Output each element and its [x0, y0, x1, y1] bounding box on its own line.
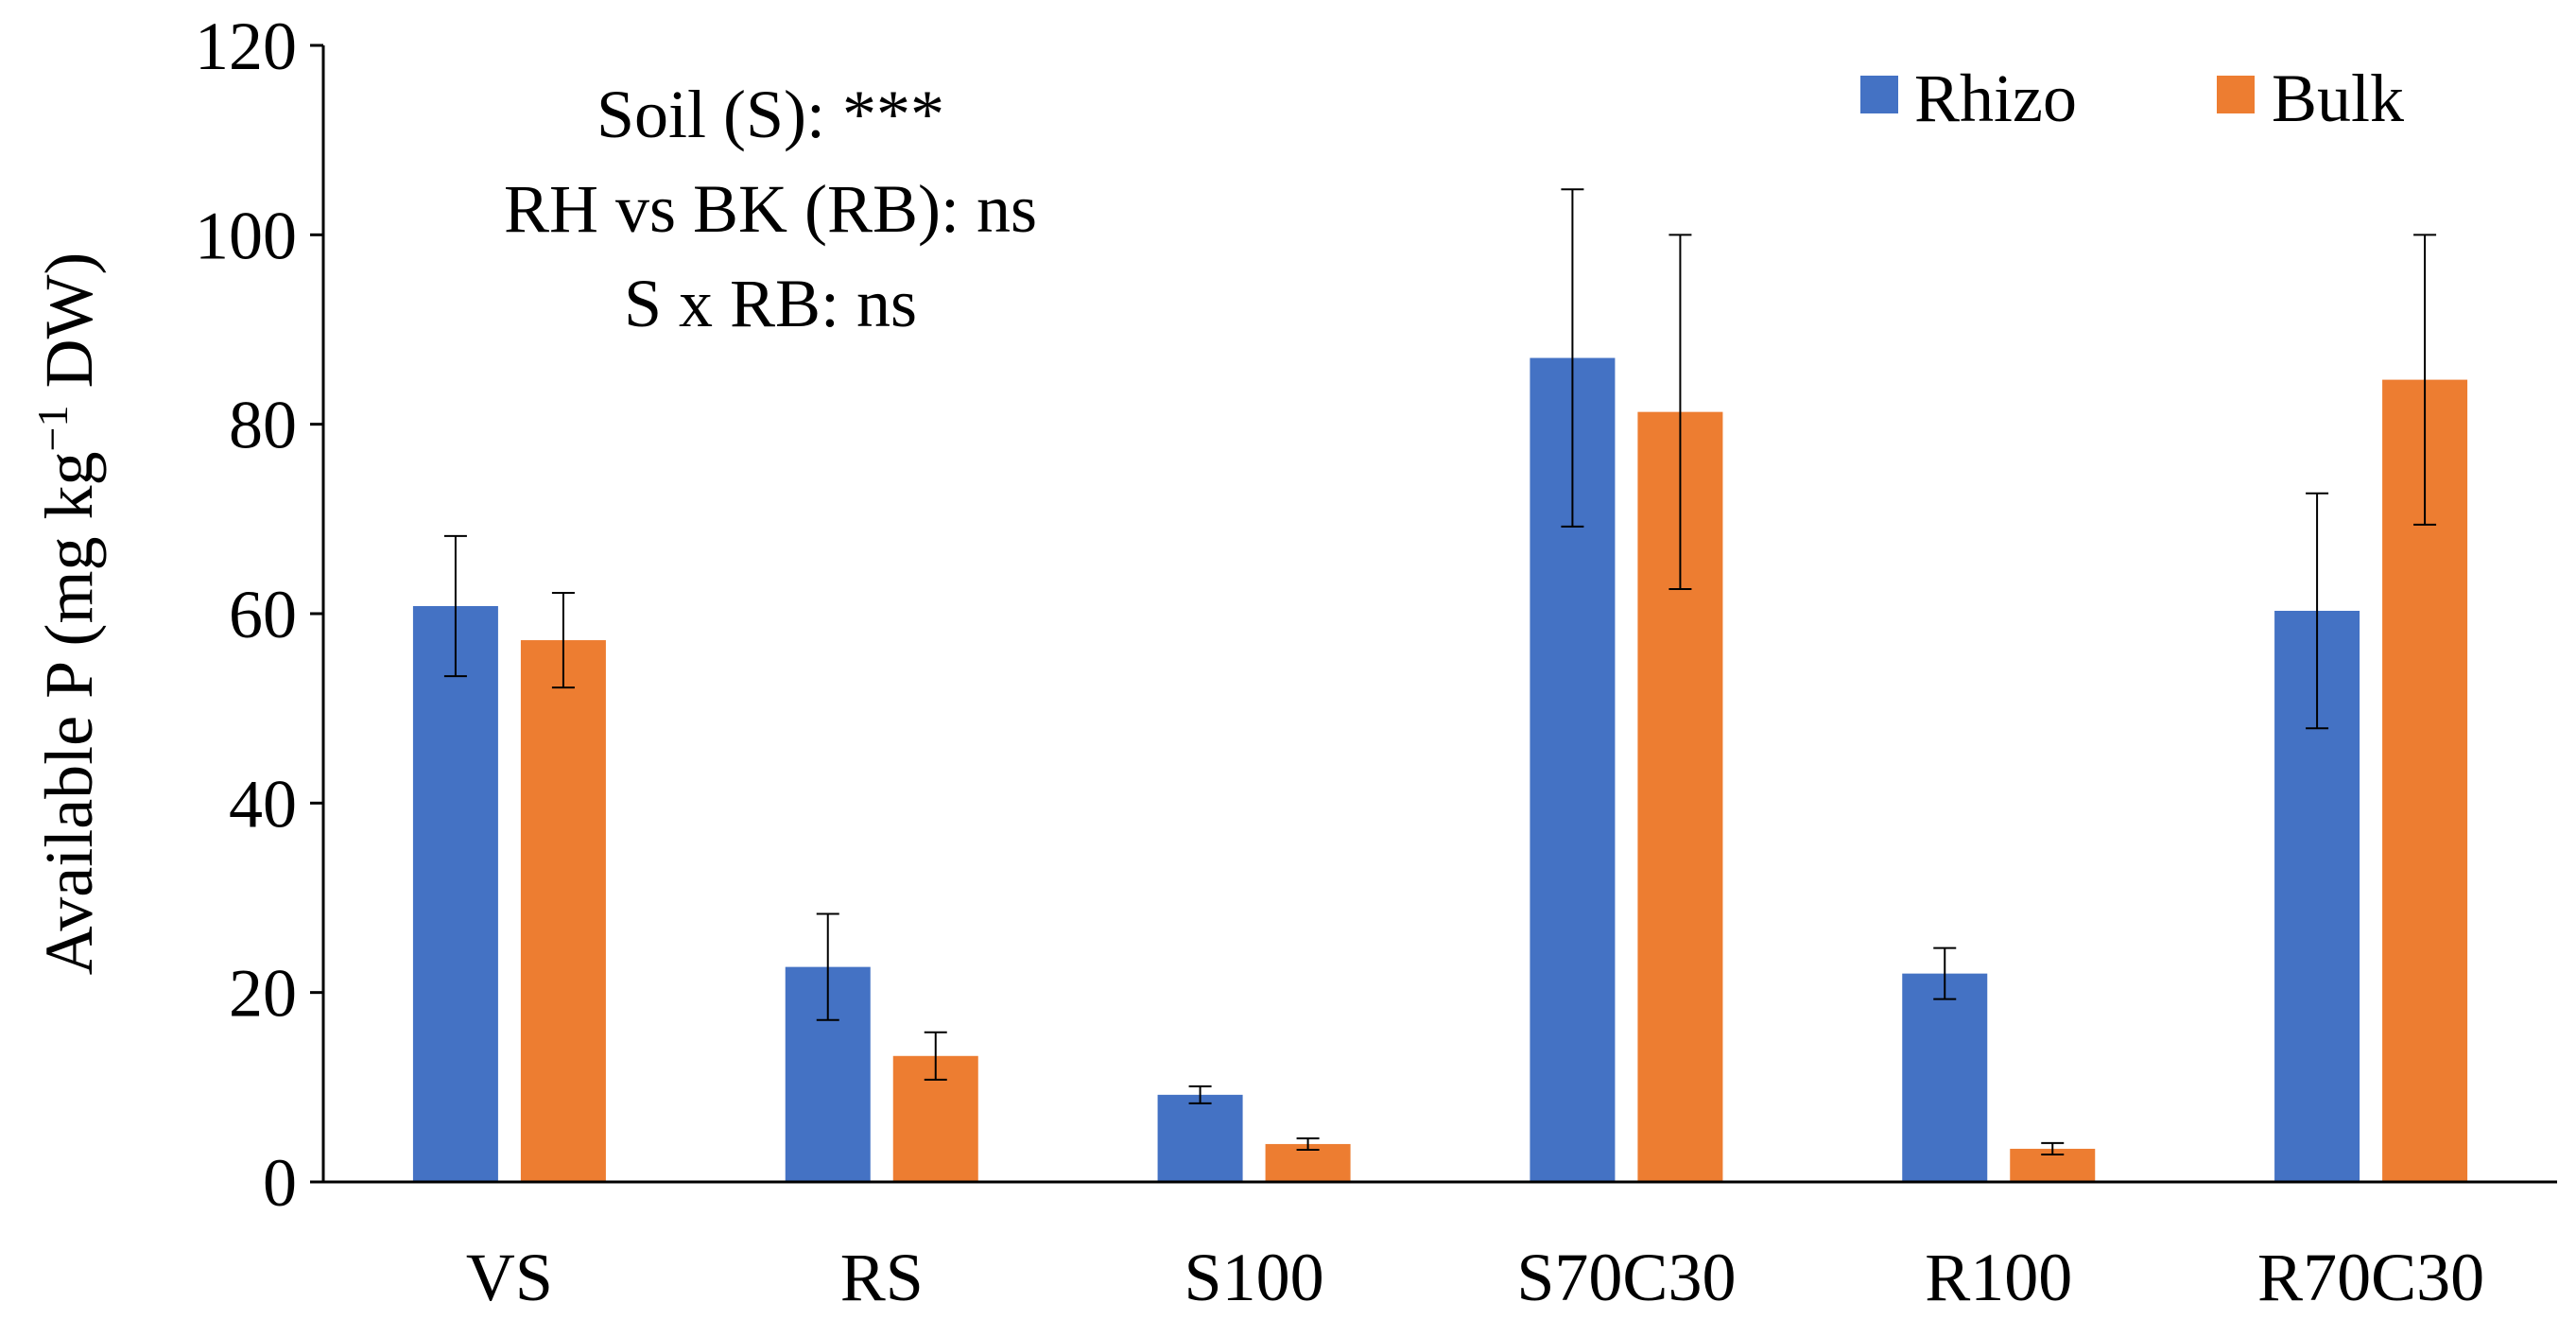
- y-axis-label: Available P (mg kg−1 DW): [28, 252, 107, 976]
- y-tick-label-60: 60: [229, 577, 297, 652]
- legend-swatch-rhizo: [1860, 76, 1898, 113]
- error-bar-bulk-s70c30: [1668, 234, 1692, 590]
- y-tick-label-100: 100: [195, 198, 297, 273]
- legend: Rhizo Bulk: [1860, 61, 2404, 136]
- y-tick-label-20: 20: [229, 956, 297, 1032]
- legend-swatch-bulk: [2217, 76, 2255, 113]
- bar-bulk-vs: [520, 640, 606, 1182]
- x-tick-label-rs: RS: [840, 1240, 924, 1315]
- error-bar-bulk-vs: [551, 591, 575, 689]
- annotation-soil: Soil (S): ***: [596, 77, 944, 152]
- y-axis-label-superscript: −1: [28, 406, 77, 452]
- y-tick-label-40: 40: [229, 766, 297, 842]
- bar-rhizo-vs: [412, 605, 498, 1182]
- legend-label-rhizo: Rhizo: [1914, 61, 2077, 136]
- error-bar-rhizo-r100: [1933, 946, 1957, 1000]
- y-tick-label-80: 80: [229, 388, 297, 463]
- x-tick-label-r100: R100: [1925, 1240, 2072, 1315]
- stats-annotation: Soil (S): *** RH vs BK (RB): ns S x RB: …: [504, 77, 1037, 341]
- x-tick-label-vs: VS: [466, 1240, 553, 1315]
- error-bar-rhizo-vs: [443, 534, 467, 678]
- bar-rhizo-s100: [1157, 1094, 1243, 1182]
- x-tick-label-s70c30: S70C30: [1516, 1240, 1736, 1315]
- error-bar-rhizo-rs: [816, 912, 839, 1021]
- error-bar-rhizo-s100: [1188, 1085, 1212, 1104]
- error-bar-rhizo-s70c30: [1561, 188, 1584, 528]
- error-bar-bulk-r100: [2041, 1141, 2065, 1155]
- error-bar-bulk-s100: [1296, 1137, 1320, 1151]
- y-tick-label-120: 120: [195, 9, 297, 84]
- bar-rhizo-r100: [1902, 973, 1988, 1182]
- x-tick-labels: VS RS S100 S70C30 R100 R70C30: [466, 1240, 2484, 1315]
- x-tick-label-s100: S100: [1184, 1240, 1324, 1315]
- annotation-rh-vs-bk: RH vs BK (RB): ns: [504, 171, 1037, 247]
- error-bar-bulk-r70c30: [2413, 234, 2437, 526]
- y-tick-label-0: 0: [263, 1145, 297, 1221]
- legend-label-bulk: Bulk: [2272, 61, 2404, 136]
- bars-layer: [412, 357, 2468, 1182]
- x-tick-label-r70c30: R70C30: [2257, 1240, 2484, 1315]
- annotation-interaction: S x RB: ns: [624, 266, 917, 341]
- error-bar-bulk-rs: [924, 1031, 947, 1081]
- y-ticks: 0 20 40 60 80 100 120: [195, 9, 323, 1221]
- error-bar-rhizo-r70c30: [2306, 492, 2329, 730]
- error-bars-layer: [443, 188, 2437, 1155]
